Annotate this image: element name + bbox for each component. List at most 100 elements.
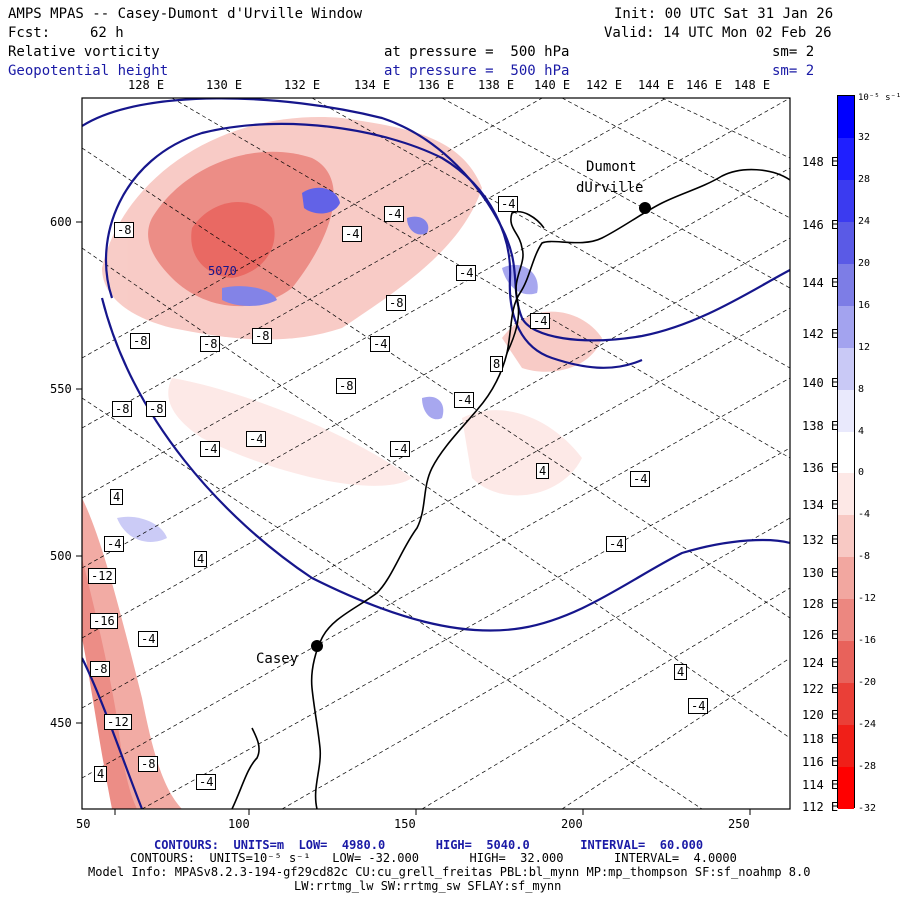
colorbar-tick-label: 24 xyxy=(858,215,871,227)
contour-label: -4 xyxy=(688,698,709,714)
field-height-pressure: at pressure = 500 hPa xyxy=(384,63,570,79)
right-lat-label: 122 E xyxy=(802,682,839,696)
field-height-smoothing: sm= 2 xyxy=(772,63,815,79)
colorbar-segment xyxy=(838,599,854,642)
right-lat-label: 140 E xyxy=(802,376,839,390)
colorbar-tick-label: 8 xyxy=(858,383,865,395)
contour-label: 8 xyxy=(490,356,504,372)
colorbar-tick-label: -20 xyxy=(858,677,877,689)
field-height-name: Geopotential height xyxy=(8,63,169,79)
contour-label: -8 xyxy=(146,401,167,417)
dumont-label-line2: dUrville xyxy=(576,180,644,196)
contour-label: -4 xyxy=(454,392,475,408)
casey-label: Casey xyxy=(256,651,299,667)
contour-label: -8 xyxy=(386,295,407,311)
valid-time: Valid: 14 UTC Mon 02 Feb 26 xyxy=(604,25,832,41)
top-lon-label: 138 E xyxy=(478,78,515,92)
colorbar-segment xyxy=(838,389,854,433)
colorbar-tick-label: -4 xyxy=(858,509,871,521)
colorbar-segment xyxy=(838,263,854,307)
colorbar-tick-label: -12 xyxy=(858,593,877,605)
top-lon-label: 142 E xyxy=(586,78,623,92)
right-lat-label: 132 E xyxy=(802,533,839,547)
field-vorticity-name: Relative vorticity xyxy=(8,44,160,60)
contour-label: -4 xyxy=(104,536,125,552)
dumont-durville-marker xyxy=(639,202,651,214)
contour-label: 4 xyxy=(674,664,688,680)
dumont-label-line1: Dumont xyxy=(586,159,637,175)
x-axis-label: 150 xyxy=(394,817,416,831)
colorbar-tick-label: -24 xyxy=(858,719,877,731)
colorbar-segment xyxy=(838,179,854,223)
contour-label: -4 xyxy=(370,336,391,352)
init-time: Init: 00 UTC Sat 31 Jan 26 xyxy=(614,6,834,22)
contour-label: -4 xyxy=(498,196,519,212)
casey-marker xyxy=(311,640,323,652)
x-axis-label: 100 xyxy=(228,817,250,831)
colorbar-tick-label: 12 xyxy=(858,341,871,353)
y-axis-label: 550 xyxy=(50,382,72,396)
top-lon-label: 130 E xyxy=(206,78,243,92)
contour-label: -4 xyxy=(342,226,363,242)
right-lat-label: 146 E xyxy=(802,218,839,232)
contour-label: -4 xyxy=(200,441,221,457)
colorbar-tick-label: 32 xyxy=(858,131,871,143)
contour-label: 5070 xyxy=(208,264,237,278)
contour-label: -4 xyxy=(196,774,217,790)
top-lon-label: 136 E xyxy=(418,78,455,92)
right-lat-label: 138 E xyxy=(802,419,839,433)
top-lon-label: 144 E xyxy=(638,78,675,92)
footer-model-info: Model Info: MPASv8.2.3-194-gf29cd82c CU:… xyxy=(88,865,811,879)
contour-label: -8 xyxy=(200,336,221,352)
footer-physics-info: LW:rrtmg_lw SW:rrtmg_sw SFLAY:sf_mynn xyxy=(294,879,562,893)
colorbar-segment xyxy=(838,557,854,600)
right-lat-label: 148 E xyxy=(802,155,839,169)
colorbar-segment xyxy=(838,641,854,684)
colorbar-tick-label: 20 xyxy=(858,257,871,269)
footer-height-contours: CONTOURS: UNITS=m LOW= 4980.0 HIGH= 5040… xyxy=(154,838,704,852)
right-lat-label: 130 E xyxy=(802,566,839,580)
colorbar-tick-label: 4 xyxy=(858,425,865,437)
y-axis-label: 600 xyxy=(50,215,72,229)
x-axis-label: 250 xyxy=(728,817,750,831)
right-lat-label: 124 E xyxy=(802,656,839,670)
colorbar-segment xyxy=(838,221,854,265)
colorbar-segment xyxy=(838,725,854,768)
right-lat-label: 134 E xyxy=(802,498,839,512)
contour-label: -4 xyxy=(246,431,267,447)
y-axis-label: 450 xyxy=(50,716,72,730)
top-lon-label: 146 E xyxy=(686,78,723,92)
right-lat-label: 114 E xyxy=(802,778,839,792)
contour-label: -8 xyxy=(138,756,159,772)
field-vorticity-pressure: at pressure = 500 hPa xyxy=(384,44,570,60)
colorbar-segment xyxy=(838,431,854,474)
contour-label: -4 xyxy=(630,471,651,487)
colorbar-segment xyxy=(838,305,854,349)
right-lat-label: 120 E xyxy=(802,708,839,722)
contour-label: 4 xyxy=(194,551,208,567)
colorbar-unit: 10⁻⁵ s⁻¹ xyxy=(858,93,900,103)
right-lat-label: 118 E xyxy=(802,732,839,746)
contour-label: -4 xyxy=(138,631,159,647)
right-lat-label: 128 E xyxy=(802,597,839,611)
contour-label: -8 xyxy=(336,378,357,394)
contour-label: -8 xyxy=(252,328,273,344)
colorbar-segment xyxy=(838,683,854,726)
colorbar-tick-label: 16 xyxy=(858,299,871,311)
colorbar-segment xyxy=(838,96,854,139)
x-axis-label: 50 xyxy=(76,817,91,831)
contour-label: -4 xyxy=(456,265,477,281)
colorbar-tick-label: -32 xyxy=(858,803,877,814)
top-lon-label: 134 E xyxy=(354,78,391,92)
contour-label: -8 xyxy=(90,661,111,677)
map-panel xyxy=(82,98,790,809)
colorbar-tick-label: -8 xyxy=(858,551,871,563)
colorbar-segment xyxy=(838,137,854,181)
right-lat-label: 112 E xyxy=(802,800,839,814)
colorbar-segment xyxy=(838,347,854,391)
right-lat-label: 142 E xyxy=(802,327,839,341)
y-axis-label: 500 xyxy=(50,549,72,563)
contour-label: -4 xyxy=(606,536,627,552)
colorbar-segment xyxy=(838,515,854,558)
footer-vorticity-contours: CONTOURS: UNITS=10⁻⁵ s⁻¹ LOW= -32.000 HI… xyxy=(130,851,737,865)
